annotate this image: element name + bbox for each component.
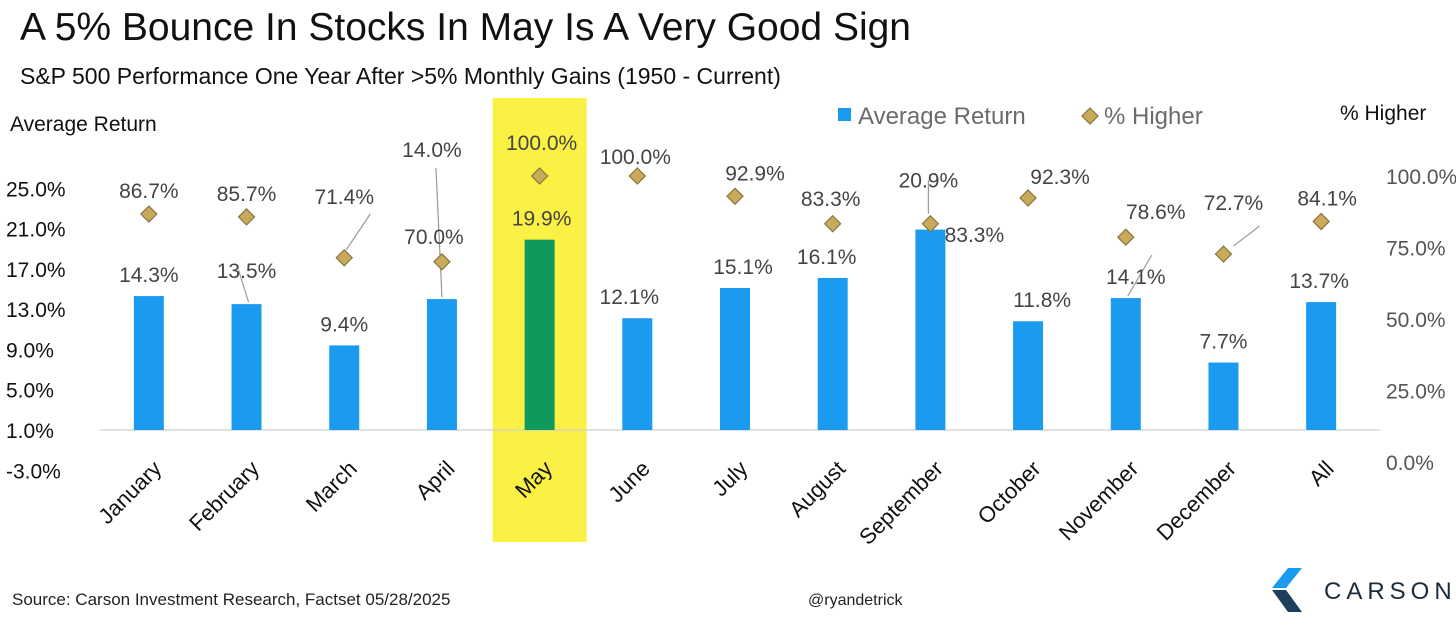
bar-average-return <box>622 318 653 430</box>
marker-percent-higher <box>433 252 451 271</box>
bar-average-return <box>524 239 555 430</box>
marker-percent-higher <box>1019 189 1037 207</box>
point-value-label: 83.3% <box>945 224 1005 247</box>
carson-logo-text: CARSON <box>1324 578 1456 605</box>
point-value-label: 78.6% <box>1126 201 1186 224</box>
bar-value-label: 15.1% <box>713 256 773 279</box>
leader-line <box>1233 225 1260 247</box>
point-value-label: 92.3% <box>1030 166 1090 189</box>
marker-percent-higher <box>139 205 158 223</box>
bar-value-label: 14.1% <box>1106 266 1166 289</box>
leader-line <box>1127 254 1153 297</box>
marker-percent-higher <box>823 214 842 233</box>
point-value-label: 72.7% <box>1204 192 1264 215</box>
y-right-tick-label: 50.0% <box>1386 309 1446 332</box>
x-tick-label: January <box>93 456 166 529</box>
y-right-tick-label: 25.0% <box>1386 381 1446 404</box>
marker-percent-higher <box>237 208 256 226</box>
y-right-tick-label: 0.0% <box>1386 452 1434 475</box>
x-tick-label: December <box>1152 456 1241 545</box>
y-right-tick-label: 75.0% <box>1386 238 1446 261</box>
bar-value-label: 20.9% <box>899 170 959 193</box>
marker-percent-higher <box>1214 245 1233 263</box>
x-tick-label: July <box>707 456 752 501</box>
bar-value-label: 14.3% <box>119 264 179 287</box>
x-tick-label: April <box>411 456 460 505</box>
leader-line <box>237 269 250 303</box>
marker-percent-higher <box>726 187 744 206</box>
point-value-label: 92.9% <box>725 162 785 185</box>
bar-average-return <box>1110 298 1141 430</box>
bar-value-label: 13.5% <box>217 260 277 283</box>
marker-percent-higher <box>921 214 940 233</box>
carson-logo-icon <box>1272 568 1302 612</box>
point-value-label: 85.7% <box>217 183 277 206</box>
marker-percent-higher <box>1116 228 1135 247</box>
x-tick-label: March <box>301 456 362 517</box>
point-value-label: 71.4% <box>314 186 374 209</box>
legend-label-percent-higher: % Higher <box>1104 103 1203 130</box>
chart-title: A 5% Bounce In Stocks In May Is A Very G… <box>20 6 912 49</box>
bar-average-return <box>1013 321 1044 430</box>
carson-logo: CARSON <box>1268 566 1456 616</box>
y-left-tick-label: 21.0% <box>6 219 66 242</box>
point-value-label: 100.0% <box>600 146 671 169</box>
x-tick-label: February <box>184 456 264 536</box>
leader-line <box>435 167 443 298</box>
marker-percent-higher <box>1312 212 1331 231</box>
bar-average-return <box>817 277 848 430</box>
y-left-tick-label: 17.0% <box>6 259 66 282</box>
marker-percent-higher <box>530 167 549 185</box>
bar-value-label: 9.4% <box>320 313 368 336</box>
bar-value-label: 16.1% <box>797 246 857 269</box>
point-value-label: 86.7% <box>119 180 179 203</box>
y-left-tick-label: -3.0% <box>6 460 61 483</box>
bar-average-return <box>329 345 360 430</box>
bar-value-label: 19.9% <box>512 208 572 231</box>
y-right-tick-label: 100.0% <box>1386 166 1456 189</box>
x-tick-label: All <box>1304 456 1339 491</box>
x-tick-label: August <box>784 456 850 522</box>
bar-average-return <box>133 296 164 430</box>
x-tick-label: October <box>973 456 1046 529</box>
y-left-tick-label: 25.0% <box>6 178 66 201</box>
y-left-axis-label: Average Return <box>10 113 157 136</box>
legend-swatch-percent-higher <box>1081 107 1099 125</box>
bar-value-label: 7.7% <box>1200 331 1248 354</box>
bar-average-return <box>426 299 457 430</box>
x-tick-label: June <box>603 456 654 507</box>
legend-swatch-average-return <box>838 108 851 121</box>
leader-line <box>345 213 371 251</box>
bar-value-label: 11.8% <box>1013 289 1071 312</box>
y-right-axis-label: % Higher <box>1340 102 1426 125</box>
marker-percent-higher <box>335 248 354 267</box>
bar-average-return <box>1208 362 1239 430</box>
y-left-tick-label: 9.0% <box>6 339 54 362</box>
bar-average-return <box>720 288 750 430</box>
y-left-tick-label: 1.0% <box>6 420 54 443</box>
bar-average-return <box>231 304 262 430</box>
bar-value-label: 13.7% <box>1289 270 1349 293</box>
bar-average-return <box>915 229 946 430</box>
y-left-tick-label: 13.0% <box>6 299 66 322</box>
bar-value-label: 14.0% <box>402 139 462 162</box>
point-value-label: 83.3% <box>801 188 861 211</box>
bar-value-label: 12.1% <box>600 286 660 309</box>
chart-subtitle: S&P 500 Performance One Year After >5% M… <box>20 63 781 89</box>
point-value-label: 70.0% <box>404 226 464 249</box>
bar-average-return <box>1306 302 1337 430</box>
point-value-label: 100.0% <box>506 132 577 155</box>
source-note: Source: Carson Investment Research, Fact… <box>12 590 451 609</box>
legend-label-average-return: Average Return <box>858 103 1026 130</box>
x-tick-label: November <box>1054 456 1143 545</box>
author-handle: @ryandetrick <box>808 592 903 609</box>
marker-percent-higher <box>628 167 647 185</box>
x-tick-label: September <box>854 456 948 550</box>
point-value-label: 84.1% <box>1297 187 1357 210</box>
y-left-tick-label: 5.0% <box>6 380 54 403</box>
